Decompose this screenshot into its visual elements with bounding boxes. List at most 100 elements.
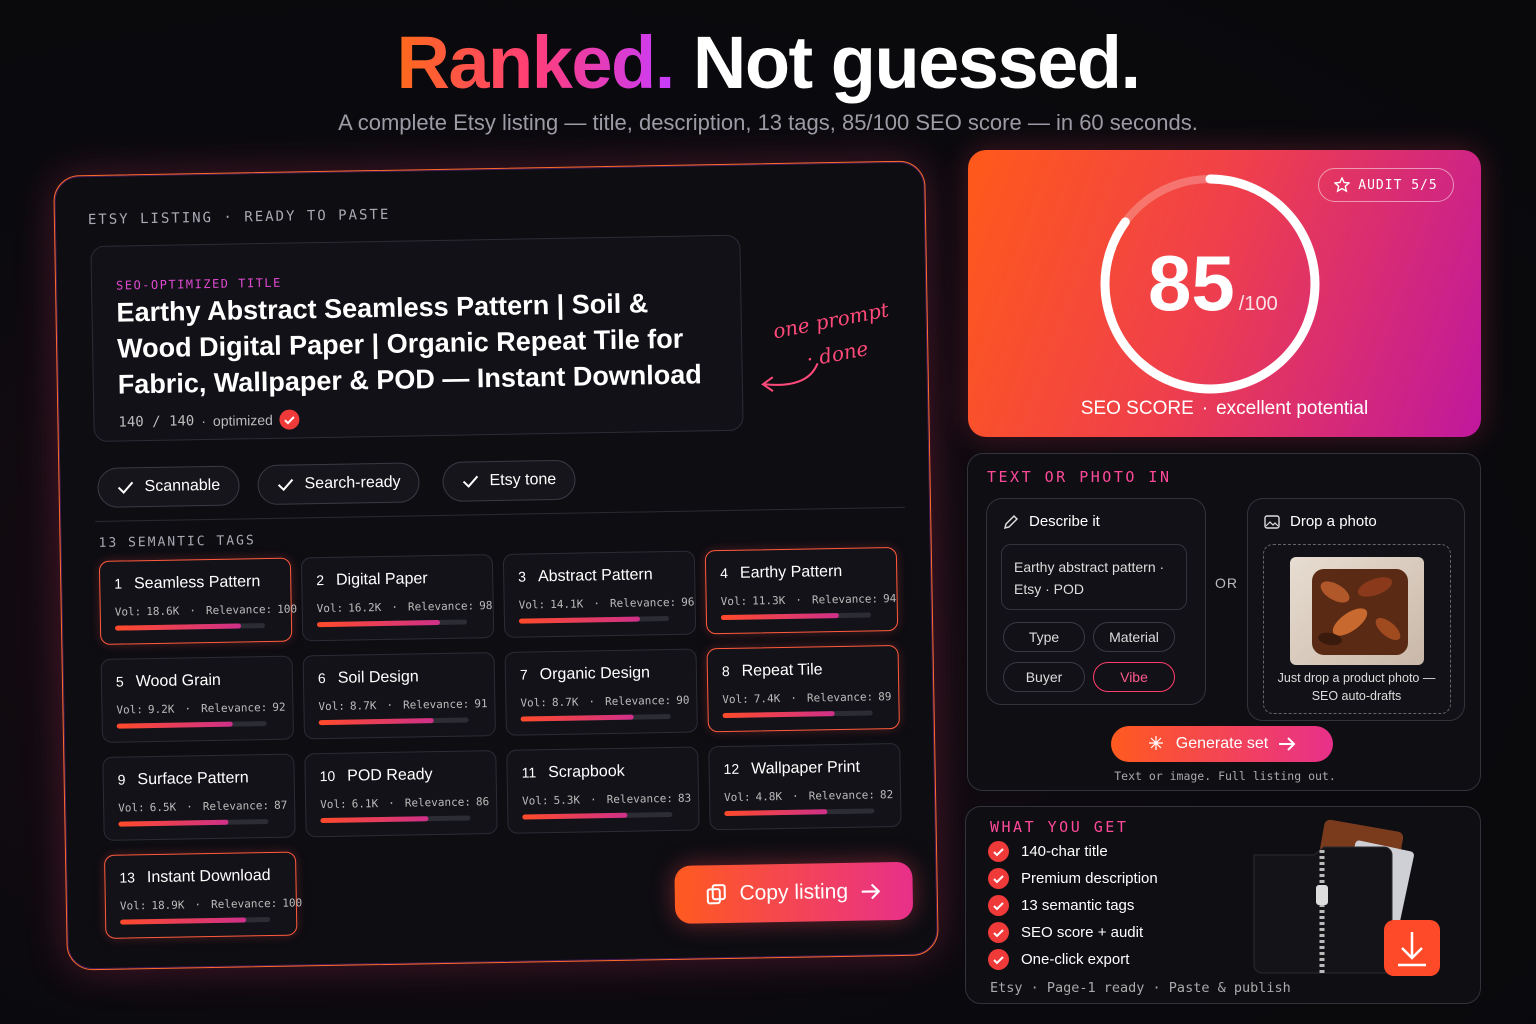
tag-card: 8 Repeat Tile Vol: 7.4K · Relevance: 89: [706, 644, 900, 733]
tag-card: 12 Wallpaper Print Vol: 4.8K · Relevance: 82: [708, 742, 902, 831]
badge: Search-ready: [257, 462, 420, 506]
tag-rank: 4: [720, 564, 729, 582]
tag-card: 1 Seamless Pattern Vol: 18.6K · Relevance: 100: [98, 557, 297, 645]
relevance-label: Relevance:: [806, 690, 874, 705]
relevance-track: [114, 623, 266, 631]
vol-value: 5.3K: [553, 793, 581, 808]
tag-name: POD Ready: [347, 766, 433, 785]
generate-button[interactable]: Generate set: [1111, 726, 1333, 762]
annotation-arrow: [761, 362, 819, 392]
vol-value: 14.1K: [550, 597, 584, 612]
badge: Etsy tone: [442, 459, 576, 502]
tag-rank: 8: [721, 662, 730, 680]
badge-label: Scannable: [144, 476, 221, 496]
tag-name: Digital Paper: [335, 570, 428, 589]
vol-value: 6.5K: [149, 800, 177, 815]
benefit: One-click export: [988, 949, 1129, 970]
tag-stats: Vol: 18.9K · Relevance: 100: [120, 896, 303, 912]
benefit-label: Premium description: [1021, 870, 1158, 887]
chip[interactable]: Material: [1093, 622, 1175, 652]
tag-title: 5 Wood Grain: [116, 672, 221, 692]
title-label: SEO-OPTIMIZED TITLE: [115, 275, 282, 293]
tag-title: 4 Earthy Pattern: [720, 563, 842, 583]
vol-label: Vol:: [114, 605, 142, 619]
panel-label: ETSY LISTING · READY TO PASTE: [87, 206, 391, 229]
copy-button[interactable]: Copy listing: [674, 861, 914, 924]
tag-rank: 11: [521, 764, 537, 781]
check: [988, 922, 1009, 943]
relevance-label: Relevance:: [404, 795, 472, 810]
tag-rank: 5: [115, 673, 124, 690]
relevance-label: Relevance:: [604, 693, 672, 709]
separator: ·: [795, 593, 803, 607]
tag-card: 3 Abstract Pattern Vol: 14.1K · Relevance: 96: [502, 550, 697, 638]
check-icon: [279, 409, 300, 430]
score-value: 85: [1148, 239, 1235, 327]
relevance-value: 90: [676, 693, 690, 707]
relevance-value: 83: [677, 791, 692, 805]
relevance-track: [318, 717, 469, 726]
vol-label: Vol:: [119, 899, 147, 913]
relevance-value: 89: [878, 690, 892, 704]
chip[interactable]: Buyer: [1003, 662, 1085, 692]
check-icon: [993, 956, 1004, 965]
vol-label: Vol:: [720, 594, 748, 609]
tag-name: Repeat Tile: [741, 661, 823, 680]
separator: ·: [189, 604, 197, 618]
vol-value: 9.2K: [147, 702, 175, 717]
check: [988, 868, 1009, 889]
tag-card: 7 Organic Design Vol: 8.7K · Relevance: 90: [504, 648, 698, 736]
tag-stats: Vol: 18.6K · Relevance: 100: [115, 602, 298, 618]
arrow-icon: [862, 883, 881, 900]
vol-label: Vol:: [722, 692, 749, 707]
tag-stats: Vol: 9.2K · Relevance: 92: [116, 701, 285, 717]
tag-card: 5 Wood Grain Vol: 9.2K · Relevance: 92: [100, 655, 295, 743]
drop-zone[interactable]: Just drop a product photo — SEO auto-dra…: [1263, 544, 1451, 714]
relevance-bar: [724, 809, 828, 817]
separator: ·: [791, 789, 799, 803]
tag-rank: 2: [316, 572, 325, 589]
benefit: Premium description: [988, 868, 1158, 889]
relevance-track: [116, 721, 267, 729]
relevance-bar: [518, 616, 640, 624]
score-card: AUDIT 5/5 85 /100 SEO SCORE · excellent …: [968, 150, 1481, 437]
tag-rank: 10: [319, 767, 336, 785]
relevance-label: Relevance:: [407, 599, 475, 614]
benefit-label: 13 semantic tags: [1021, 897, 1135, 914]
describe-input[interactable]: Earthy abstract pattern · Etsy · POD: [1001, 544, 1187, 610]
photo-title: Drop a photo: [1290, 513, 1377, 530]
separator: ·: [790, 691, 798, 705]
check-icon: [993, 902, 1004, 911]
relevance-bar: [114, 623, 242, 631]
relevance-track: [120, 916, 271, 925]
tag-grid: 1 Seamless Pattern Vol: 18.6K · Relevance: 100…: [54, 161, 924, 939]
benefits-title: WHAT YOU GET: [990, 818, 1129, 836]
tag-title: 13 Instant Download: [119, 867, 271, 888]
tag-stats: Vol: 6.1K · Relevance: 86: [320, 795, 489, 811]
vol-value: 7.4K: [753, 692, 781, 706]
relevance-label: Relevance:: [200, 701, 268, 716]
check-icon: [277, 478, 294, 492]
vol-label: Vol:: [118, 801, 145, 815]
tag-stats: Vol: 16.2K · Relevance: 98: [317, 599, 493, 615]
vol-value: 18.9K: [151, 898, 185, 913]
chip[interactable]: Vibe: [1093, 662, 1175, 692]
tag-card: 10 POD Ready Vol: 6.1K · Relevance: 86: [304, 750, 498, 838]
relevance-bar: [520, 714, 635, 722]
tag-title: 2 Digital Paper: [316, 570, 428, 590]
vol-label: Vol:: [318, 699, 346, 714]
tag-stats: Vol: 14.1K · Relevance: 96: [519, 596, 695, 612]
separator: ·: [194, 898, 202, 912]
headline: Ranked. Not guessed.: [0, 20, 1536, 105]
tag-card: 11 Scrapbook Vol: 5.3K · Relevance: 83: [506, 746, 700, 834]
relevance-track: [316, 619, 468, 628]
separator: ·: [386, 698, 394, 712]
relevance-track: [522, 811, 673, 820]
tag-stats: Vol: 8.7K · Relevance: 90: [520, 694, 689, 710]
caption-value: excellent potential: [1216, 398, 1369, 419]
tag-stats: Vol: 6.5K · Relevance: 87: [118, 799, 287, 815]
tag-stats: Vol: 5.3K · Relevance: 83: [522, 792, 691, 808]
headline-accent: Ranked.: [396, 21, 675, 104]
vol-label: Vol:: [320, 797, 347, 812]
chip[interactable]: Type: [1003, 622, 1085, 652]
